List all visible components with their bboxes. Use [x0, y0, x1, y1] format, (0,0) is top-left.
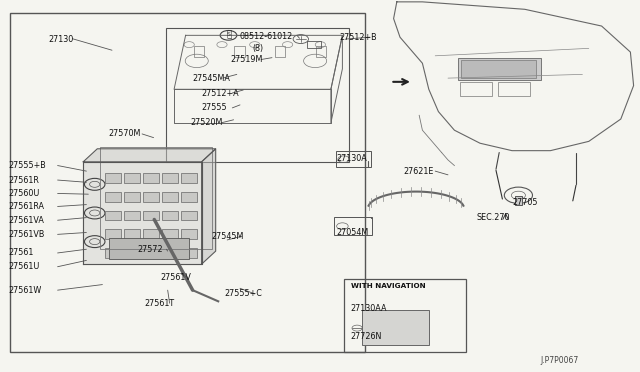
- Text: 27621E: 27621E: [403, 167, 433, 176]
- Text: 27555: 27555: [202, 103, 227, 112]
- Text: 27570M: 27570M: [109, 129, 141, 138]
- Bar: [100, 147, 212, 249]
- Bar: [143, 230, 159, 239]
- Polygon shape: [202, 149, 216, 264]
- Bar: [181, 211, 197, 221]
- Text: 27520M: 27520M: [191, 118, 223, 127]
- Bar: [362, 310, 429, 345]
- Bar: [124, 173, 140, 183]
- Bar: [181, 230, 197, 239]
- Bar: [181, 248, 197, 258]
- Bar: [334, 217, 372, 235]
- Bar: [498, 82, 530, 96]
- Text: 27512+A: 27512+A: [202, 89, 239, 97]
- Text: 27561RA: 27561RA: [8, 202, 44, 211]
- Text: (8): (8): [252, 44, 263, 53]
- Bar: [10, 13, 365, 352]
- Text: 27726N: 27726N: [351, 332, 382, 341]
- Bar: [181, 173, 197, 183]
- Text: 08512-61012: 08512-61012: [240, 32, 293, 41]
- Text: 27512+B: 27512+B: [339, 33, 377, 42]
- Bar: [515, 196, 522, 205]
- Text: J.P7P0067: J.P7P0067: [541, 356, 579, 365]
- Bar: [162, 248, 178, 258]
- Text: 27555+C: 27555+C: [224, 289, 262, 298]
- Bar: [194, 45, 204, 57]
- Bar: [162, 173, 178, 183]
- Text: 27560U: 27560U: [8, 189, 40, 198]
- Bar: [124, 248, 140, 258]
- Bar: [461, 60, 536, 78]
- Bar: [105, 192, 121, 202]
- Text: S: S: [227, 32, 230, 38]
- Bar: [105, 230, 121, 239]
- Text: 27561T: 27561T: [144, 299, 174, 308]
- Text: 27519M: 27519M: [230, 55, 263, 64]
- Bar: [166, 28, 349, 162]
- Text: 27545MA: 27545MA: [192, 74, 230, 83]
- Polygon shape: [83, 162, 202, 264]
- Bar: [275, 45, 285, 57]
- Text: 27555+B: 27555+B: [8, 161, 46, 170]
- Bar: [124, 211, 140, 221]
- Bar: [316, 45, 326, 57]
- Bar: [162, 211, 178, 221]
- Text: 27130: 27130: [48, 35, 73, 44]
- Text: 27545M: 27545M: [211, 232, 244, 241]
- Bar: [105, 248, 121, 258]
- Bar: [124, 192, 140, 202]
- Bar: [124, 230, 140, 239]
- Bar: [143, 173, 159, 183]
- Text: 27561R: 27561R: [8, 176, 39, 185]
- Bar: [105, 211, 121, 221]
- Bar: [336, 151, 371, 167]
- Bar: [458, 58, 541, 80]
- Text: 27561W: 27561W: [8, 286, 42, 295]
- Bar: [105, 173, 121, 183]
- Text: WITH NAVIGATION: WITH NAVIGATION: [351, 283, 426, 289]
- Bar: [162, 230, 178, 239]
- Bar: [307, 41, 321, 48]
- Bar: [344, 279, 466, 352]
- Text: 27054M: 27054M: [336, 228, 368, 237]
- Text: 27572: 27572: [138, 245, 163, 254]
- Bar: [109, 238, 189, 259]
- Text: 27130AA: 27130AA: [351, 304, 387, 313]
- Text: 27705: 27705: [512, 198, 538, 207]
- Polygon shape: [83, 149, 216, 162]
- Text: Ⓢ: Ⓢ: [227, 31, 232, 39]
- Bar: [143, 192, 159, 202]
- Bar: [460, 82, 492, 96]
- Text: 27561U: 27561U: [8, 262, 40, 271]
- Text: SEC.270: SEC.270: [477, 213, 510, 222]
- Text: 27561VA: 27561VA: [8, 216, 44, 225]
- Text: 27130A: 27130A: [336, 154, 367, 163]
- Bar: [143, 248, 159, 258]
- Text: 27561V: 27561V: [160, 273, 191, 282]
- Bar: [162, 192, 178, 202]
- Bar: [181, 192, 197, 202]
- Text: 27561VB: 27561VB: [8, 230, 45, 239]
- Bar: [234, 45, 244, 57]
- Text: 27561: 27561: [8, 248, 34, 257]
- Bar: [143, 211, 159, 221]
